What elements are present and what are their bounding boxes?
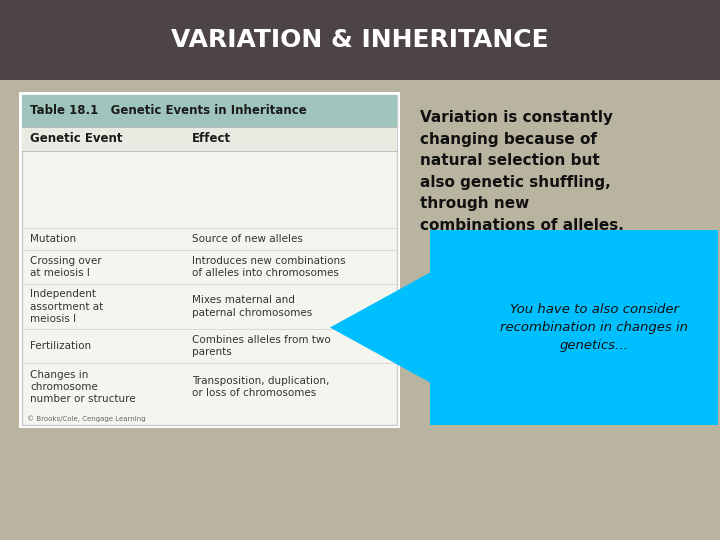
Text: Changes in
chromosome
number or structure: Changes in chromosome number or structur… [30,369,135,404]
FancyBboxPatch shape [22,95,397,127]
FancyBboxPatch shape [0,80,720,540]
Text: Crossing over
at meiosis I: Crossing over at meiosis I [30,256,102,278]
Text: Table 18.1   Genetic Events in Inheritance: Table 18.1 Genetic Events in Inheritance [30,105,307,118]
Text: Fertilization: Fertilization [30,341,91,351]
Text: Mutation: Mutation [30,234,76,244]
Text: © Brooks/Cole, Cengage Learning: © Brooks/Cole, Cengage Learning [27,415,145,422]
Text: You have to also consider
recombination in changes in
genetics...: You have to also consider recombination … [500,303,688,352]
Text: Transposition, duplication,
or loss of chromosomes: Transposition, duplication, or loss of c… [192,376,329,398]
Text: Introduces new combinations
of alleles into chromosomes: Introduces new combinations of alleles i… [192,256,346,278]
FancyBboxPatch shape [0,0,720,80]
Text: Source of new alleles: Source of new alleles [192,234,303,244]
Text: Effect: Effect [192,132,231,145]
Polygon shape [330,230,718,425]
Text: Variation is constantly
changing because of
natural selection but
also genetic s: Variation is constantly changing because… [420,110,624,233]
FancyBboxPatch shape [22,127,397,151]
FancyBboxPatch shape [19,92,400,428]
Text: Mixes maternal and
paternal chromosomes: Mixes maternal and paternal chromosomes [192,295,312,318]
Text: VARIATION & INHERITANCE: VARIATION & INHERITANCE [171,28,549,52]
Text: Combines alleles from two
parents: Combines alleles from two parents [192,335,330,357]
Text: Genetic Event: Genetic Event [30,132,122,145]
Text: Independent
assortment at
meiosis I: Independent assortment at meiosis I [30,289,103,324]
FancyBboxPatch shape [22,95,397,425]
